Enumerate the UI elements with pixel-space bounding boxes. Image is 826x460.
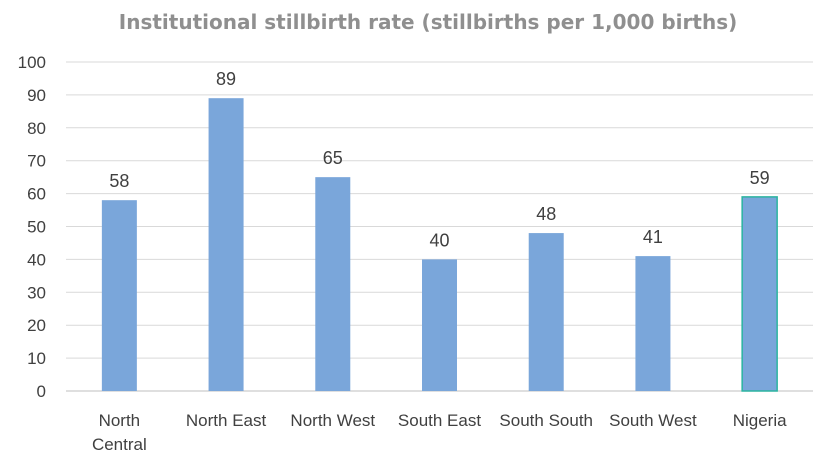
y-tick-label: 20: [27, 316, 46, 335]
y-tick-label: 100: [18, 53, 46, 72]
y-tick-label: 90: [27, 86, 46, 105]
data-label: 59: [750, 168, 770, 188]
bars: [101, 98, 778, 392]
y-tick-label: 10: [27, 349, 46, 368]
x-tick-label: South South: [499, 411, 593, 430]
y-tick-label: 40: [27, 250, 46, 269]
data-label: 89: [216, 69, 236, 89]
data-label: 41: [643, 227, 663, 247]
x-tick-label: North East: [186, 411, 267, 430]
data-label: 65: [323, 148, 343, 168]
bar: [422, 259, 457, 391]
x-tick-label: North Central: [92, 411, 147, 454]
x-tick-label: South West: [609, 411, 697, 430]
bar: [208, 98, 244, 391]
bar: [741, 196, 778, 392]
bar: [315, 177, 351, 391]
y-tick-label: 80: [27, 119, 46, 138]
x-tick-label: South East: [398, 411, 481, 430]
bar: [635, 256, 671, 391]
y-tick-label: 30: [27, 283, 46, 302]
data-labels: 58 89 65 40 48 41 59: [109, 69, 769, 250]
y-tick-label: 0: [37, 382, 46, 401]
x-axis-ticks: North Central North East North West South Ea…: [92, 411, 787, 454]
x-tick-label: North West: [290, 411, 375, 430]
x-tick-label: Nigeria: [733, 411, 787, 430]
y-axis-ticks: 0 10 20 30 40 50 60 70 80 90 100: [18, 53, 46, 401]
data-label: 48: [536, 204, 556, 224]
bar: [528, 233, 564, 391]
chart-title: Institutional stillbirth rate (stillbirt…: [119, 10, 737, 34]
y-tick-label: 70: [27, 152, 46, 171]
y-tick-label: 50: [27, 218, 46, 237]
data-label: 58: [109, 171, 129, 191]
y-tick-label: 60: [27, 185, 46, 204]
bar: [101, 200, 137, 391]
data-label: 40: [429, 230, 449, 250]
